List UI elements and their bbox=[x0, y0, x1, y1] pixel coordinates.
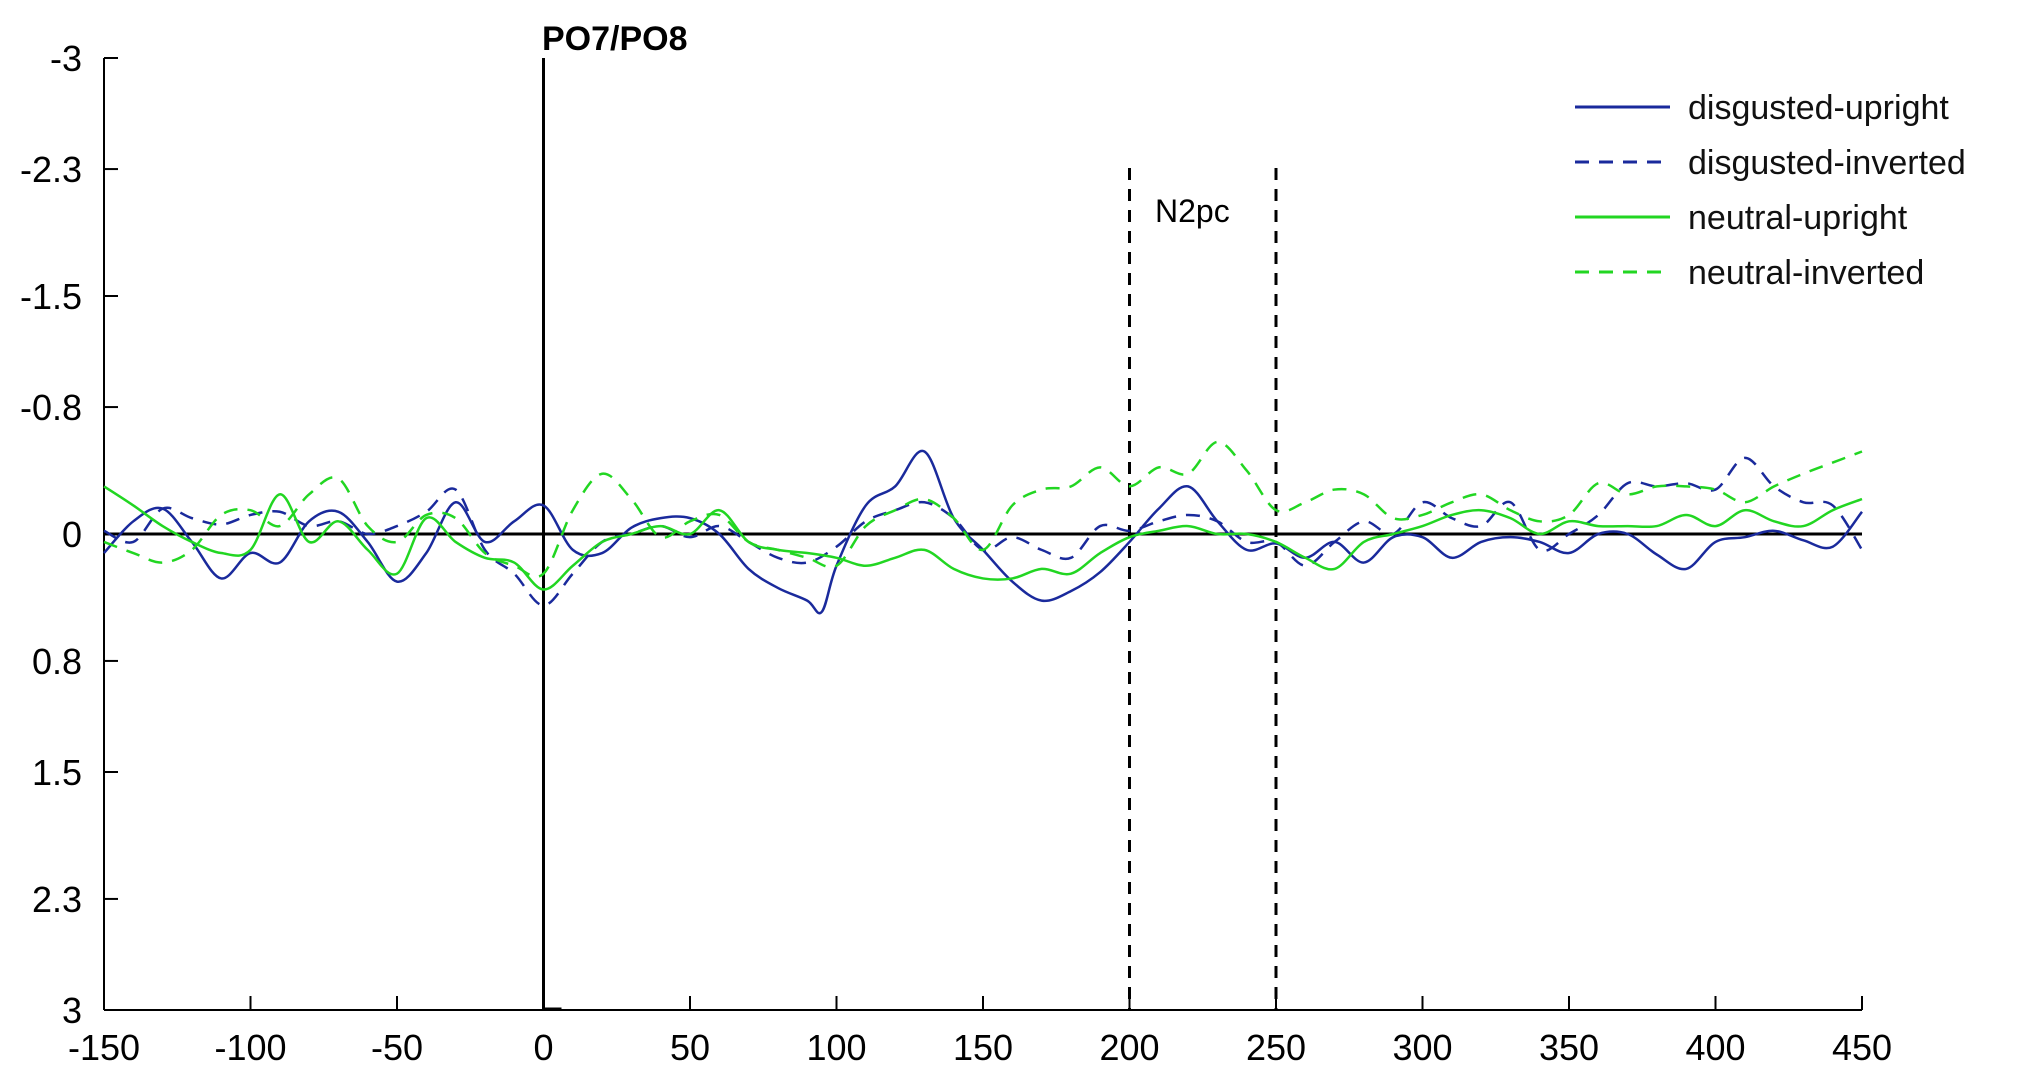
y-tick-label: 3 bbox=[62, 990, 82, 1031]
series-line-neutral-upright bbox=[103, 485, 1863, 591]
chart-title: PO7/PO8 bbox=[542, 20, 688, 58]
x-tick-label: 50 bbox=[670, 1027, 710, 1068]
y-tick-label: -3 bbox=[50, 38, 82, 79]
n2pc-label: N2pc bbox=[1155, 193, 1230, 229]
legend-label: disgusted-upright bbox=[1688, 89, 1949, 127]
y-tick-label: -0.8 bbox=[20, 387, 82, 428]
x-tick-label: 250 bbox=[1246, 1027, 1306, 1068]
y-tick-label: 1.5 bbox=[32, 752, 82, 793]
series-line-disgusted-upright bbox=[103, 449, 1863, 615]
x-tick-label: 400 bbox=[1685, 1027, 1745, 1068]
legend-label: neutral-upright bbox=[1688, 199, 1908, 237]
x-tick-label: 300 bbox=[1392, 1027, 1452, 1068]
legend-label: disgusted-inverted bbox=[1688, 144, 1966, 182]
x-tick-label: 450 bbox=[1832, 1027, 1892, 1068]
y-tick-label: -2.3 bbox=[20, 149, 82, 190]
legend-label: neutral-inverted bbox=[1688, 254, 1924, 292]
y-tick-label: 0 bbox=[62, 514, 82, 555]
x-tick-label: -100 bbox=[214, 1027, 286, 1068]
series-line-disgusted-inverted bbox=[103, 456, 1864, 607]
x-tick-label: 0 bbox=[533, 1027, 553, 1068]
x-tick-label: -150 bbox=[68, 1027, 140, 1068]
axes: -150 -100 -50 0 50 100 150 200 250 300 350 400 450 -3… bbox=[20, 38, 1892, 1068]
y-tick-label: 2.3 bbox=[32, 879, 82, 920]
series-layer bbox=[103, 440, 1864, 615]
x-tick-label: -50 bbox=[371, 1027, 423, 1068]
x-tick-label: 200 bbox=[1099, 1027, 1159, 1068]
x-tick-label: 150 bbox=[953, 1027, 1013, 1068]
series-line-neutral-inverted bbox=[103, 440, 1863, 579]
legend: disgusted-upright disgusted-inverted neutr… bbox=[1575, 89, 1966, 292]
y-tick-label: 0.8 bbox=[32, 641, 82, 682]
x-tick-label: 350 bbox=[1539, 1027, 1599, 1068]
n2pc-window bbox=[1128, 168, 1278, 1010]
x-tick-label: 100 bbox=[806, 1027, 866, 1068]
y-tick-label: -1.5 bbox=[20, 276, 82, 317]
